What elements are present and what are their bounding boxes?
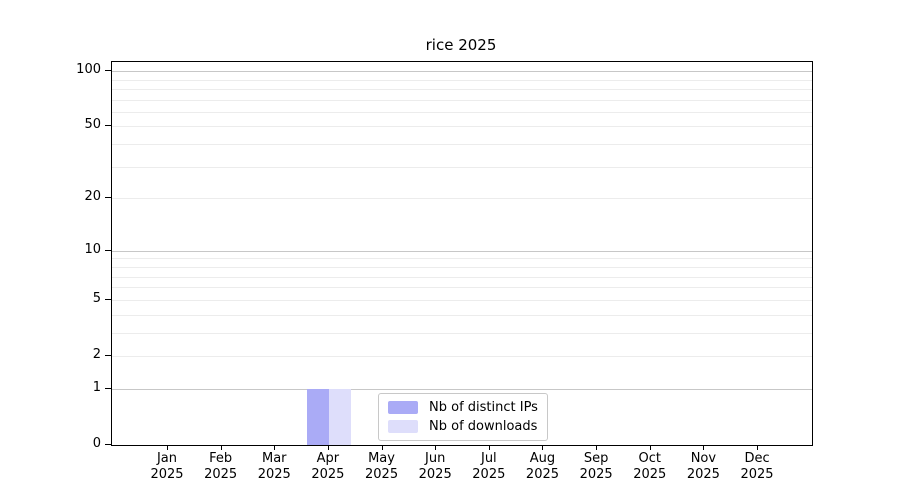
x-axis-tick-label: Nov 2025 [672, 451, 734, 483]
gridline-minor [112, 111, 812, 113]
x-axis-tick [327, 445, 329, 450]
x-axis-tick [381, 445, 383, 450]
x-axis-tick [167, 445, 168, 450]
gridline-major [112, 388, 812, 390]
gridline-minor [112, 276, 812, 278]
gridline-major [112, 71, 812, 73]
y-axis-tick-label: 20 [84, 189, 101, 205]
year-label: 2025 [311, 467, 345, 482]
y-axis-tick-label: 5 [92, 290, 101, 306]
x-axis-tick [274, 445, 276, 450]
x-axis-tick [435, 445, 437, 450]
y-axis-tick [105, 387, 111, 389]
x-axis-tick [220, 445, 222, 450]
month-label: Jan [156, 451, 178, 466]
x-axis-tick-label: Jun 2025 [404, 451, 466, 483]
year-label: 2025 [633, 467, 667, 482]
x-axis-tick-label: Aug 2025 [511, 451, 573, 483]
y-axis-tick [105, 298, 111, 300]
y-axis-tick [105, 70, 111, 72]
year-label: 2025 [150, 467, 184, 482]
x-axis-tick-label: Dec 2025 [726, 451, 788, 483]
legend-entry: Nb of distinct IPs [388, 400, 538, 415]
y-axis-tick-label: 100 [76, 62, 101, 78]
month-label: Feb [209, 451, 233, 466]
y-axis-tick [105, 249, 111, 251]
y-axis-tick [105, 197, 111, 199]
legend-swatch-downloads [388, 420, 418, 433]
x-axis-tick [488, 445, 490, 450]
gridline-minor [112, 126, 812, 128]
year-label: 2025 [472, 467, 506, 482]
x-axis-tick-label: Jan 2025 [136, 451, 198, 483]
year-label: 2025 [686, 467, 720, 482]
x-axis-tick-label: Sep 2025 [565, 451, 627, 483]
gridline-minor [112, 355, 812, 357]
year-label: 2025 [257, 467, 291, 482]
gridline-minor [112, 299, 812, 301]
month-label: Aug [529, 451, 556, 466]
gridline-minor [112, 144, 812, 146]
y-axis-tick-label: 1 [92, 379, 101, 395]
month-label: Nov [690, 451, 717, 466]
y-axis-tick-label: 0 [92, 436, 101, 451]
x-axis-tick-label: Mar 2025 [243, 451, 305, 483]
x-axis-tick-label: Apr 2025 [297, 451, 359, 483]
x-axis-tick [542, 445, 544, 450]
legend-label: Nb of distinct IPs [429, 400, 538, 415]
month-label: Sep [583, 451, 609, 466]
y-axis-tick [105, 354, 111, 356]
chart-title: rice 2025 [425, 36, 497, 54]
x-axis-tick-label: Feb 2025 [190, 451, 252, 483]
month-label: Dec [744, 451, 770, 466]
month-label: Jul [480, 451, 497, 466]
year-label: 2025 [204, 467, 238, 482]
gridline-minor [112, 79, 812, 81]
gridline-minor [112, 266, 812, 268]
gridline-minor [112, 99, 812, 101]
legend-swatch-distinct-ips [388, 401, 418, 414]
y-axis-tick [105, 125, 111, 127]
x-axis-tick-label: May 2025 [351, 451, 413, 483]
gridline-minor [112, 287, 812, 289]
month-label: Apr [316, 451, 340, 466]
plot-area: Nb of distinct IPs Nb of downloads [111, 61, 813, 446]
x-axis-tick [757, 445, 759, 450]
legend-label: Nb of downloads [429, 419, 538, 434]
year-label: 2025 [740, 467, 774, 482]
gridline-major [112, 250, 812, 252]
x-axis-tick-label: Oct 2025 [619, 451, 681, 483]
y-axis-tick-label: 50 [84, 117, 101, 133]
month-label: Mar [262, 451, 287, 466]
bar-distinct-ips [306, 388, 329, 445]
y-axis-tick-label: 10 [84, 241, 101, 257]
x-axis-tick [596, 445, 598, 450]
x-axis-tick-label: Jul 2025 [458, 451, 520, 483]
month-label: May [368, 451, 395, 466]
year-label: 2025 [579, 467, 613, 482]
gridline-minor [112, 88, 812, 90]
x-axis-tick [649, 445, 651, 450]
year-label: 2025 [525, 467, 560, 482]
legend-entry: Nb of downloads [388, 419, 538, 434]
gridline-minor [112, 332, 812, 334]
legend: Nb of distinct IPs Nb of downloads [378, 393, 548, 441]
x-axis-tick [703, 445, 705, 450]
month-label: Oct [638, 451, 661, 466]
y-axis-tick [105, 444, 111, 445]
gridline-minor [112, 314, 812, 316]
month-label: Jun [425, 451, 446, 466]
gridline-minor [112, 198, 812, 200]
year-label: 2025 [365, 467, 399, 482]
gridline-minor [112, 258, 812, 260]
gridline-minor [112, 166, 812, 168]
bar-downloads [328, 388, 351, 445]
y-axis-tick-label: 2 [92, 346, 101, 362]
year-label: 2025 [418, 467, 452, 482]
